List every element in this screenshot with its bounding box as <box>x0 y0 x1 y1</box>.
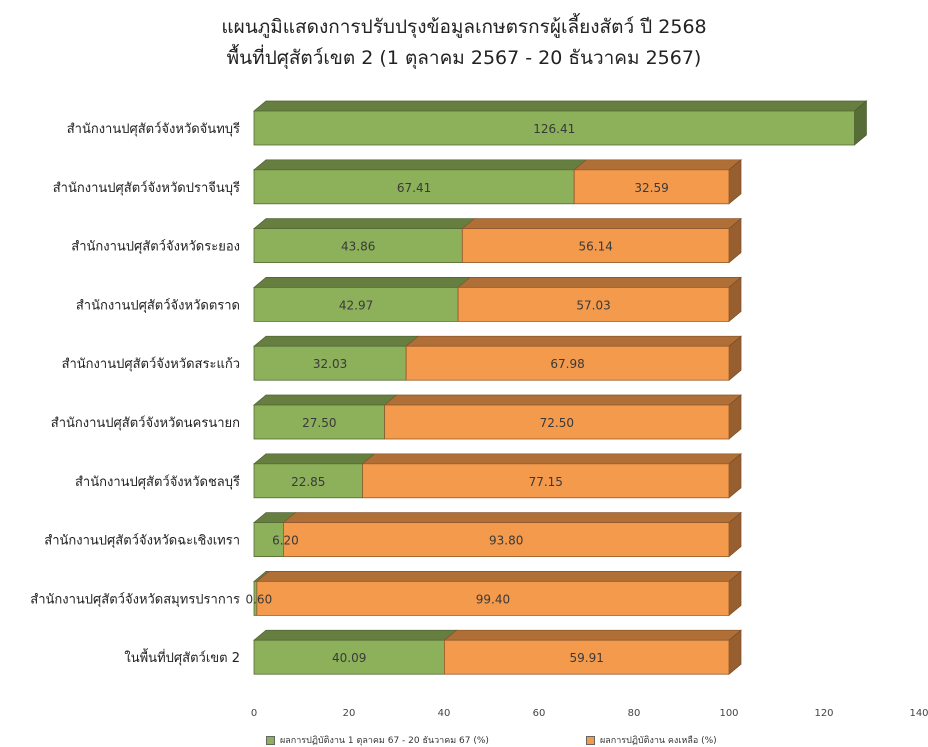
data-label-completed: 43.86 <box>341 240 375 254</box>
category-label: สำนักงานปศุสัตว์จังหวัดสมุทรปราการ <box>30 591 240 607</box>
data-label-completed: 32.03 <box>313 357 347 371</box>
bar-segment-remaining <box>383 394 742 440</box>
data-label-remaining: 57.03 <box>576 298 610 312</box>
bar-segment-completed <box>253 100 868 146</box>
data-label-remaining: 67.98 <box>550 357 584 371</box>
data-label-remaining: 93.80 <box>489 534 523 548</box>
data-label-remaining: 56.14 <box>578 240 612 254</box>
bar-segment-remaining <box>443 629 742 675</box>
legend-label-completed: ผลการปฏิบัติงาน 1 ตุลาคม 67 - 20 ธันวาคม… <box>280 736 489 746</box>
data-label-remaining: 72.50 <box>540 416 574 430</box>
category-label: สำนักงานปศุสัตว์จังหวัดชลบุรี <box>75 474 240 490</box>
bar-segment-completed <box>253 453 376 499</box>
bar-segment-remaining <box>255 570 742 617</box>
chart-title-line-1: แผนภูมิแสดงการปรับปรุงข้อมูลเกษตรกรผู้เล… <box>221 16 707 38</box>
legend-item-completed: ผลการปฏิบัติงาน 1 ตุลาคม 67 - 20 ธันวาคม… <box>266 733 489 747</box>
data-label-completed: 42.97 <box>339 298 373 312</box>
legend-swatch-completed <box>266 735 275 745</box>
data-label-completed: 22.85 <box>291 475 325 489</box>
data-label-completed: 40.09 <box>332 651 366 665</box>
category-label: ในพื้นที่ปศุสัตว์เขต 2 <box>124 648 240 666</box>
category-label: สำนักงานปศุสัตว์จังหวัดปราจีนบุรี <box>53 180 240 196</box>
legend-swatch-remaining <box>586 735 595 745</box>
legend-label-remaining: ผลการปฏิบัติงาน คงเหลือ (%) <box>600 736 717 746</box>
category-label: สำนักงานปศุสัตว์จังหวัดนครนายก <box>51 415 240 431</box>
data-label-completed: 27.50 <box>302 416 336 430</box>
data-label-completed: 0.60 <box>245 592 272 606</box>
x-tick-label: 60 <box>533 708 546 719</box>
bar-segment-completed <box>253 218 476 264</box>
x-tick-label: 0 <box>251 708 257 719</box>
bar-segment-remaining <box>361 453 742 499</box>
x-tick-label: 80 <box>628 708 641 719</box>
data-label-remaining: 32.59 <box>634 181 668 195</box>
bar-segment-completed <box>253 159 588 205</box>
bar-segment-completed <box>253 335 420 381</box>
category-label: สำนักงานปศุสัตว์จังหวัดฉะเชิงเทรา <box>44 533 240 549</box>
category-label: สำนักงานปศุสัตว์จังหวัดจันทบุรี <box>67 121 240 137</box>
bar-segment-remaining <box>461 217 742 264</box>
legend-item-remaining: ผลการปฏิบัติงาน คงเหลือ (%) <box>586 733 717 747</box>
category-label: สำนักงานปศุสัตว์จังหวัดตราด <box>76 297 240 313</box>
bar-segment-completed <box>253 277 472 322</box>
data-label-remaining: 99.40 <box>476 592 510 606</box>
data-label-remaining: 77.15 <box>529 475 563 489</box>
data-label-completed: 126.41 <box>533 122 575 136</box>
bar-segment-remaining <box>573 159 742 205</box>
bar-segment-remaining <box>405 335 743 381</box>
data-label-remaining: 59.91 <box>570 651 604 665</box>
x-tick-label: 140 <box>909 708 928 719</box>
bar-segment-completed <box>253 629 458 675</box>
data-label-completed: 67.41 <box>397 181 431 195</box>
data-label-completed: 6.20 <box>272 534 299 548</box>
category-label: สำนักงานปศุสัตว์จังหวัดสระแก้ว <box>62 356 240 372</box>
x-tick-label: 120 <box>814 708 833 719</box>
chart-title-line-2: พื้นที่ปศุสัตว์เขต 2 (1 ตุลาคม 2567 - 20… <box>226 47 702 69</box>
bar-segment-remaining <box>457 276 742 323</box>
x-tick-label: 20 <box>343 708 356 719</box>
x-tick-label: 40 <box>438 708 451 719</box>
chart-title: แผนภูมิแสดงการปรับปรุงข้อมูลเกษตรกรผู้เล… <box>0 12 928 74</box>
category-label: สำนักงานปศุสัตว์จังหวัดระยอง <box>71 239 240 255</box>
x-tick-label: 100 <box>719 708 738 719</box>
bar-segment-completed <box>253 394 398 440</box>
bar-segment-remaining <box>282 511 742 558</box>
